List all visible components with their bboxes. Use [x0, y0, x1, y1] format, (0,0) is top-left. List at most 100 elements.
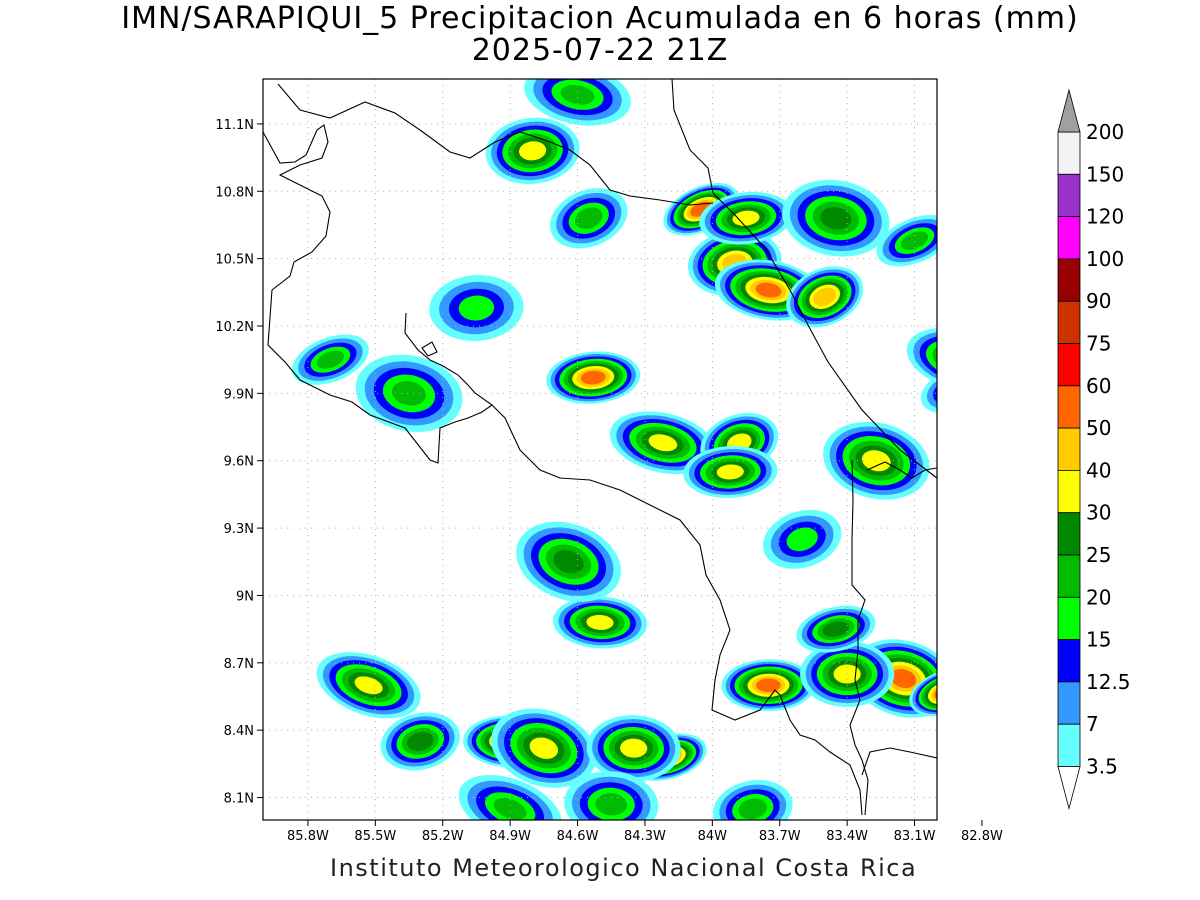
- precip-contour: [982, 481, 1018, 507]
- precip-contour: [716, 464, 744, 480]
- precip-cell: [429, 274, 524, 342]
- precip-contour: [648, 434, 678, 452]
- precip-cell: [699, 191, 793, 245]
- legend-swatch: [1057, 723, 1081, 767]
- precip-contour: [932, 343, 937, 377]
- legend-label: 100: [1086, 247, 1124, 271]
- legend-swatch: [1057, 300, 1081, 344]
- precip-cell: [876, 214, 937, 267]
- lon-tick-label: 85.5W: [354, 829, 396, 844]
- plot-frame: [262, 78, 938, 821]
- precip-cell: [800, 641, 895, 708]
- lat-tick-label: 10.8N: [215, 185, 254, 200]
- precip-cell: [292, 334, 369, 385]
- precip-cell: [782, 179, 890, 257]
- precip-contour: [972, 474, 1028, 514]
- lon-tick-label: 84.3W: [624, 829, 666, 844]
- precip-contour: [940, 569, 1033, 645]
- nicoya-pacific-coast-line: [263, 124, 493, 464]
- precip-contour: [458, 295, 495, 321]
- precip-contour: [943, 348, 975, 371]
- legend-swatch: [1057, 131, 1081, 175]
- precip-contour: [755, 282, 782, 298]
- precip-cell: [550, 188, 628, 249]
- lon-tick-label: 82.8W: [961, 829, 1003, 844]
- legend-label: 120: [1086, 205, 1124, 229]
- precip-contour: [890, 669, 917, 689]
- lon-tick-label: 85.2W: [422, 829, 464, 844]
- punta-burica-line: [861, 747, 937, 776]
- precip-contour: [936, 371, 983, 406]
- precip-cell: [552, 596, 648, 649]
- pacific-south-coast-line: [491, 404, 863, 816]
- precip-contour: [493, 798, 527, 820]
- lat-tick-label: 9.6N: [224, 455, 254, 470]
- precip-contour: [977, 478, 1023, 511]
- caribbean-coast-line: [671, 79, 937, 479]
- precip-cell: [458, 774, 562, 820]
- precip-contour: [952, 460, 1048, 529]
- precip-contour: [947, 575, 1025, 639]
- precip-cell: [546, 351, 641, 404]
- precip-contour: [970, 645, 1061, 712]
- precip-cell: [380, 712, 460, 771]
- precip-contour: [970, 593, 1003, 620]
- precip-contour: [519, 141, 547, 161]
- precip-cell: [796, 605, 876, 653]
- legend-label: 25: [1086, 543, 1111, 567]
- lon-tick-label: 85.8W: [287, 829, 329, 844]
- precip-contour: [732, 210, 760, 226]
- lat-tick-label: 9.9N: [224, 387, 254, 402]
- precip-contour: [756, 678, 781, 693]
- legend-swatch: [1057, 554, 1081, 598]
- precip-cell: [316, 652, 421, 719]
- legend-label: 200: [1086, 120, 1124, 144]
- legend-label: 50: [1086, 416, 1111, 440]
- precip-contour: [833, 664, 861, 684]
- precip-contour: [963, 640, 1069, 718]
- lat-tick-label: 11.1N: [215, 118, 254, 133]
- precip-contour: [861, 450, 891, 472]
- map-title: IMN/SARAPIQUI_5 Precipitacion Acumulada …: [121, 1, 1079, 36]
- legend-swatch: [1057, 343, 1081, 387]
- lon-tick-label: 84.9W: [489, 829, 531, 844]
- precip-contour: [392, 381, 427, 406]
- precip-cell: [491, 708, 597, 788]
- precip-cell: [516, 521, 621, 602]
- legend-label: 40: [1086, 458, 1111, 482]
- lon-tick-label: 83.1W: [894, 829, 936, 844]
- precip-contour: [407, 731, 434, 752]
- lat-tick-label: 10.5N: [215, 253, 254, 268]
- precip-cell: [355, 354, 463, 433]
- lat-tick-label: 8.4N: [224, 724, 254, 739]
- precip-cell: [721, 659, 816, 712]
- precip-contour: [955, 581, 1018, 633]
- lat-tick-label: 9N: [236, 589, 254, 604]
- map-subtitle: 2025-07-22 21Z: [471, 33, 729, 68]
- legend-label: 12.5: [1086, 670, 1131, 694]
- bocas-coast-line: [866, 461, 937, 479]
- precip-contour: [967, 471, 1033, 519]
- precip-contour: [962, 467, 1038, 522]
- precip-contour: [822, 621, 850, 637]
- legend-swatch: [1057, 596, 1081, 640]
- precip-contour: [620, 738, 648, 758]
- precip-contour: [354, 676, 383, 695]
- precip-contour: [560, 84, 595, 105]
- precip-cell: [564, 771, 659, 820]
- lat-tick-label: 10.2N: [215, 320, 254, 335]
- legend-label: 75: [1086, 332, 1111, 356]
- legend-label: 20: [1086, 585, 1111, 609]
- precip-cell: [823, 421, 930, 500]
- precip-contour: [943, 377, 975, 401]
- legend-top-arrow: [1057, 88, 1081, 133]
- precip-cell: [940, 569, 1033, 645]
- lat-tick-label: 8.7N: [224, 657, 254, 672]
- precip-contour: [529, 737, 559, 759]
- graticule: [263, 79, 937, 820]
- precip-cell: [609, 411, 716, 475]
- precip-contour: [985, 656, 1047, 701]
- legend-swatch: [1057, 173, 1081, 218]
- legend-label: 150: [1086, 162, 1124, 186]
